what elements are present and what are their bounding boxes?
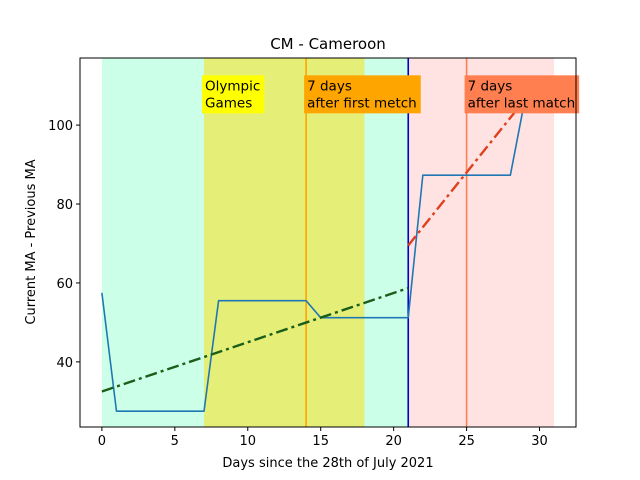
series-line-0 <box>101 99 526 413</box>
shaded-region-0 <box>101 58 204 427</box>
x-tick-label-1: 5 <box>171 434 179 449</box>
series-line-1 <box>101 286 409 393</box>
shaded-region-1 <box>204 58 365 427</box>
y-tick-label-1: 60 <box>56 277 73 292</box>
annotation-text-1-1: after first metch <box>307 95 417 111</box>
annotation-text-2-0: 7 days <box>468 78 513 94</box>
x-tick-label-6: 30 <box>531 434 548 449</box>
x-tick-label-2: 10 <box>239 434 256 449</box>
annotation-text-2-1: after last match <box>468 95 576 111</box>
shaded-region-2 <box>364 58 409 427</box>
shaded-region-3 <box>408 58 555 427</box>
x-tick-label-4: 20 <box>385 434 402 449</box>
x-tick-label-5: 25 <box>458 434 475 449</box>
annotation-text-1-0: 7 days <box>307 78 352 94</box>
annotation-box-1 <box>304 75 421 114</box>
x-tick-label-0: 0 <box>98 434 106 449</box>
y-axis-ticks: 40 60 80 100 <box>48 119 80 371</box>
vertical-lines <box>305 58 468 427</box>
plot-frame <box>79 57 577 428</box>
x-tick-label-3: 15 <box>312 434 329 449</box>
annotation-box-0 <box>202 75 265 114</box>
y-tick-label-3: 100 <box>48 119 73 134</box>
annotation-text-0-1: Games <box>205 95 252 111</box>
series-line-2 <box>407 98 526 247</box>
y-axis-label: Current MA - Previous MA <box>24 159 39 324</box>
y-tick-label-0: 40 <box>56 356 73 371</box>
chart-title: CM - Cameroon <box>270 35 386 53</box>
x-axis-ticks: 0 5 10 15 20 25 30 <box>98 427 548 449</box>
series-lines <box>101 98 526 413</box>
y-tick-label-2: 80 <box>56 198 73 213</box>
annotation-box-2 <box>464 75 580 114</box>
shaded-regions <box>101 58 555 427</box>
x-axis-label: Days since the 28th of July 2021 <box>222 456 433 471</box>
annotation-text-0-0: Olympic <box>205 78 260 94</box>
